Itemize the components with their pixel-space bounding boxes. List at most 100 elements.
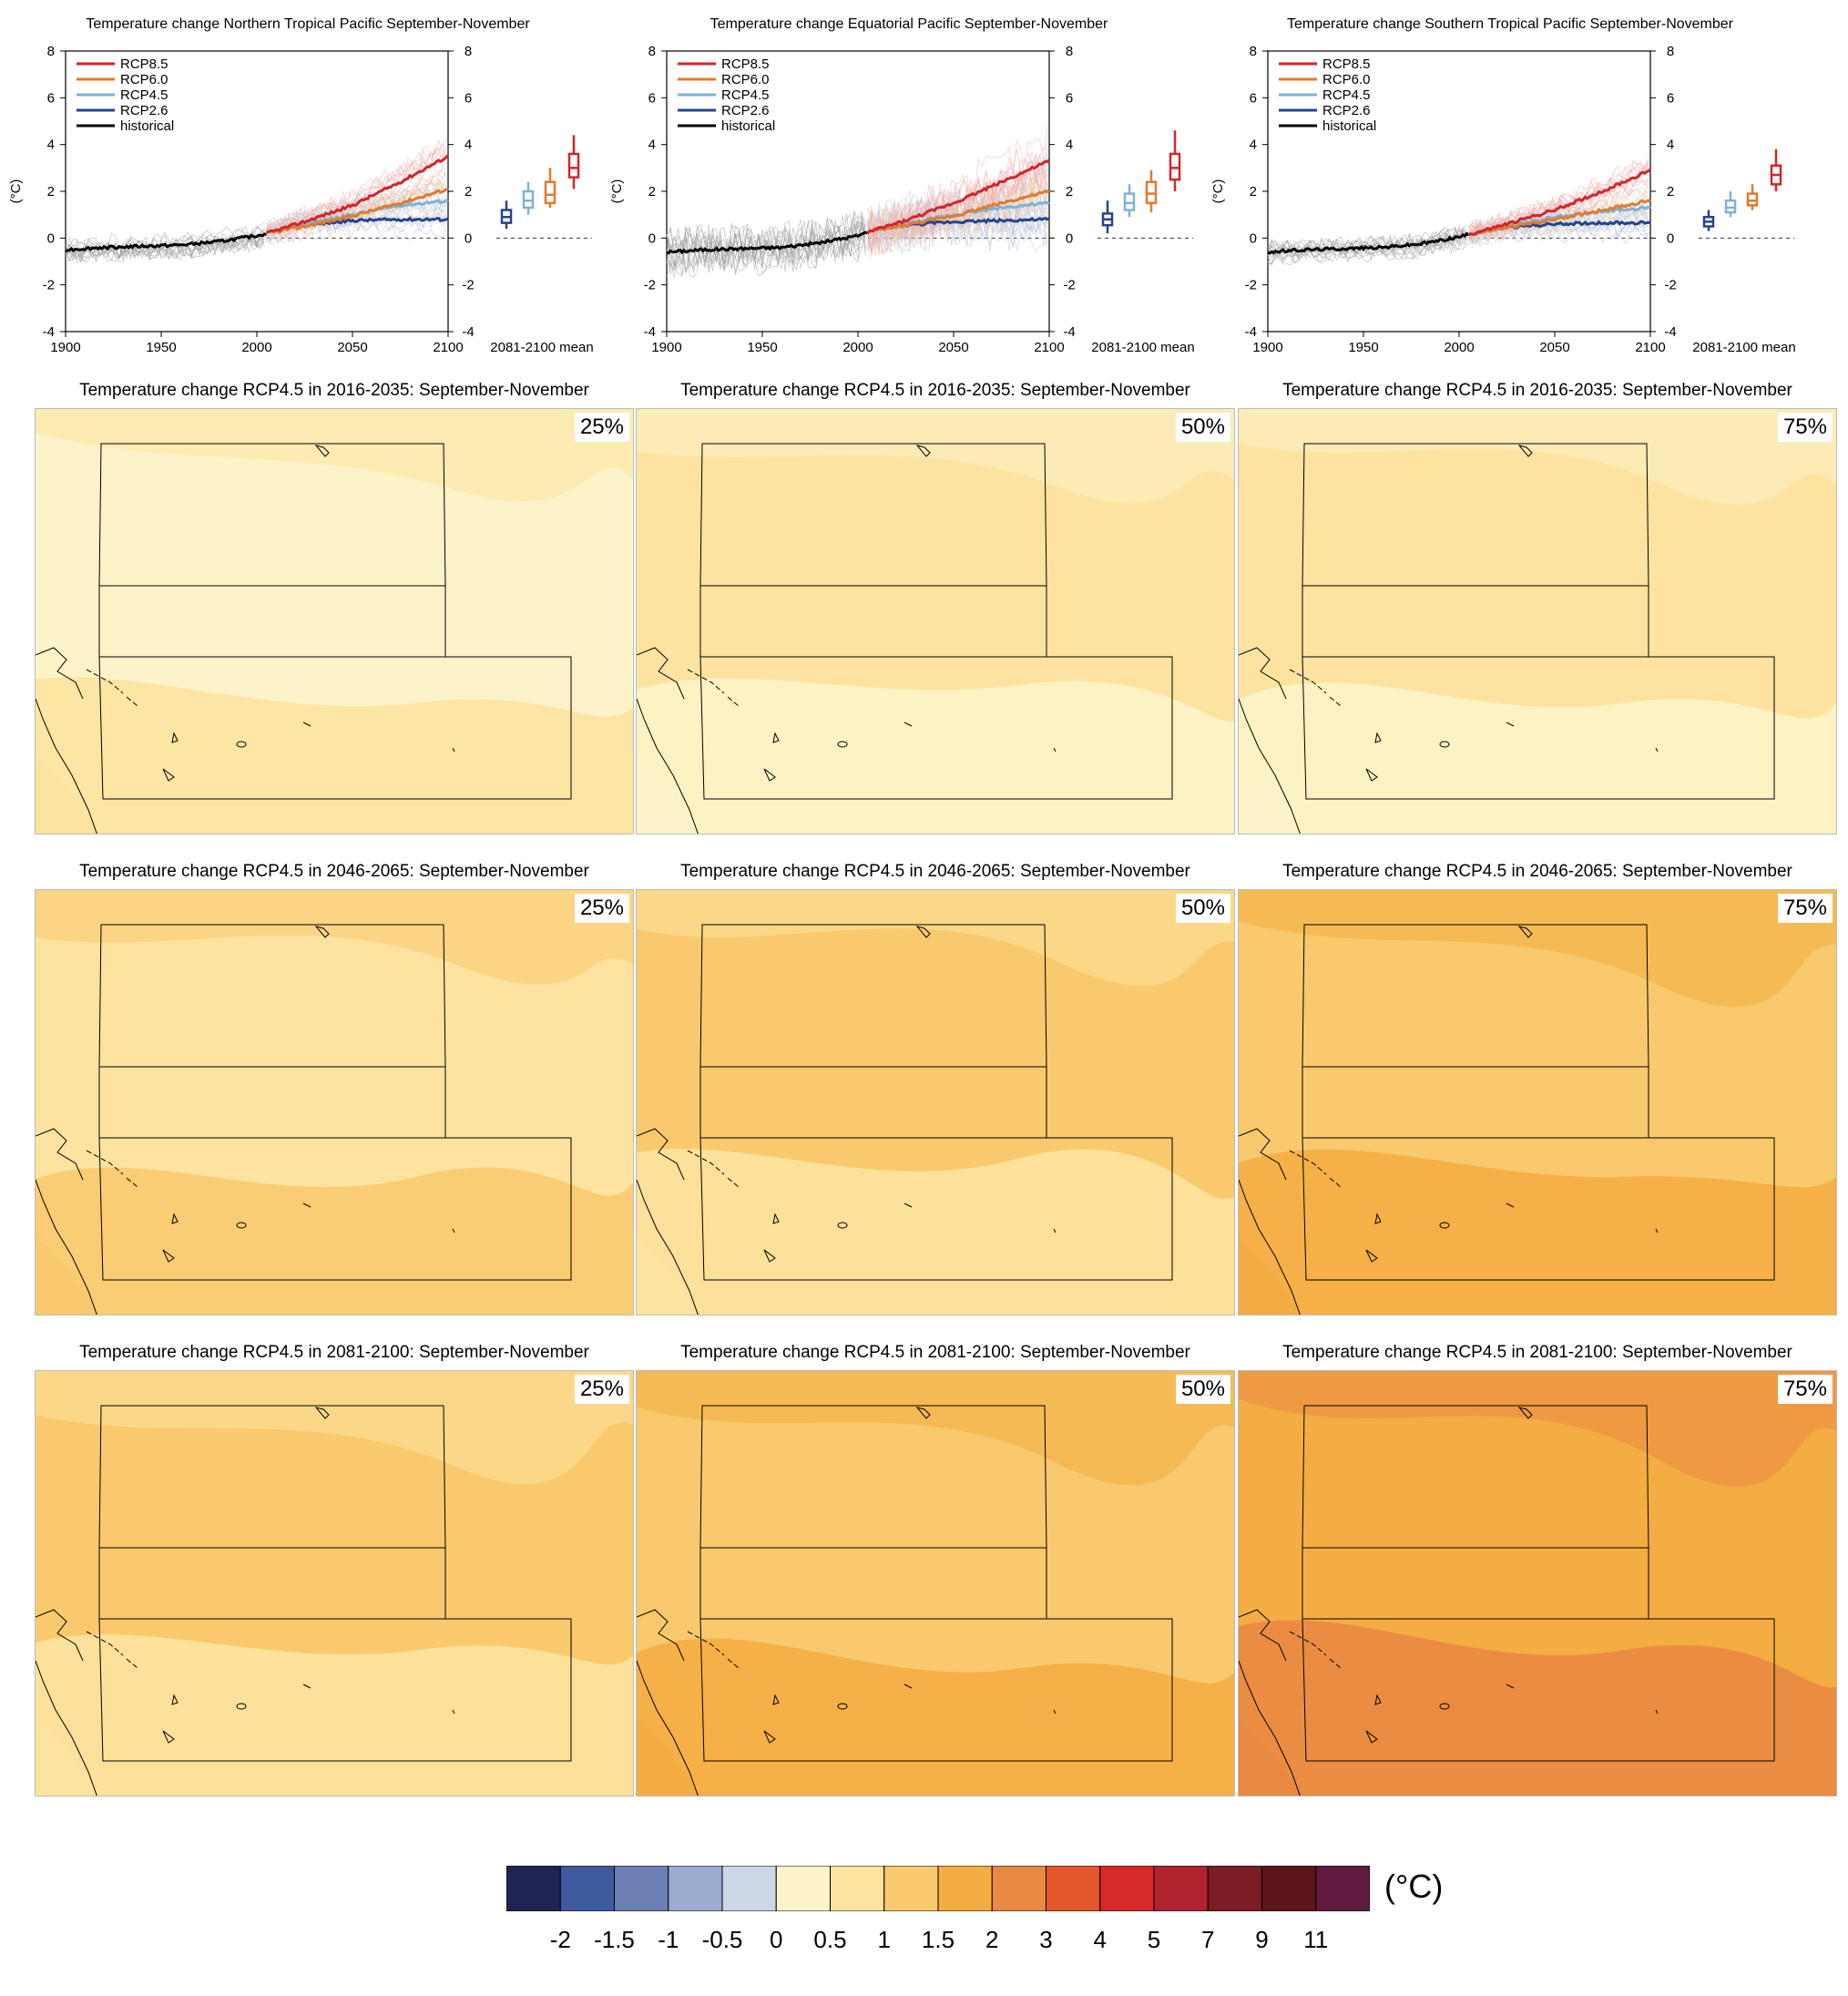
map-field: 25% <box>35 889 634 1315</box>
island <box>314 1407 330 1419</box>
island <box>452 747 455 752</box>
island <box>314 926 330 938</box>
series-line-rcp60 <box>866 189 1050 235</box>
colorbar-swatch <box>1153 1866 1209 1911</box>
map-title: Temperature change RCP4.5 in 2046-2065: … <box>79 862 589 881</box>
map-title: Temperature change RCP4.5 in 2016-2035: … <box>680 381 1190 400</box>
map-field: 50% <box>636 1370 1235 1796</box>
y-tick-label: -4 <box>43 324 55 340</box>
contour-region <box>36 1236 98 1315</box>
colorbar-swatch <box>721 1866 777 1911</box>
legend-label: RCP6.0 <box>120 72 168 87</box>
colorbar-tick-label: 3 <box>1039 1926 1053 1953</box>
island <box>1506 722 1515 727</box>
island-chain <box>687 1631 740 1669</box>
map-field: 75% <box>1238 1370 1837 1796</box>
map-panel: Temperature change RCP4.5 in 2081-2100: … <box>35 1343 634 1796</box>
island <box>452 1228 455 1233</box>
legend-label: historical <box>1322 118 1376 134</box>
map-svg <box>36 409 633 834</box>
y-tick-label-right: 0 <box>1667 230 1674 246</box>
y-tick-label-right: -4 <box>1664 324 1676 340</box>
boxplot-box <box>1746 192 1759 207</box>
colorbar-tick-label: -1 <box>658 1926 679 1953</box>
island <box>1439 1222 1450 1229</box>
legend-label: RCP2.6 <box>1322 103 1371 118</box>
ensemble-member-line <box>666 220 866 271</box>
legend-label: RCP4.5 <box>721 87 770 103</box>
x-tick-label: 2000 <box>1444 340 1474 355</box>
contour-region <box>36 1717 98 1796</box>
region-box-equatorial <box>1302 585 1649 658</box>
y-tick-label-right: 2 <box>465 184 472 200</box>
x-tick-label: 1900 <box>1252 340 1282 355</box>
legend-label: RCP6.0 <box>721 72 770 87</box>
boxplot-box <box>1123 192 1136 211</box>
chart-title: Temperature change Northern Tropical Pac… <box>86 16 530 32</box>
region-box-south <box>1302 656 1775 800</box>
island <box>1517 926 1533 938</box>
island <box>763 1730 776 1744</box>
boxplot-label: 2081-2100 mean <box>1091 340 1194 355</box>
map-svg <box>36 1371 633 1796</box>
region-box-south <box>1302 1137 1775 1281</box>
ensemble-member-line <box>867 173 1048 241</box>
ensemble-member-line <box>1267 226 1467 257</box>
y-tick-label: 6 <box>47 90 55 106</box>
y-tick-label: 6 <box>1250 90 1257 106</box>
colorbar-swatch <box>1261 1866 1317 1911</box>
map-panel: Temperature change RCP4.5 in 2046-2065: … <box>1238 862 1837 1315</box>
island-chain <box>687 669 740 707</box>
island <box>837 741 848 748</box>
y-tick-label: 0 <box>648 230 656 246</box>
map-field: 50% <box>636 889 1235 1315</box>
island <box>915 445 931 457</box>
y-tick-label: 8 <box>47 44 55 59</box>
ensemble-member-line <box>867 199 1048 254</box>
colorbar-swatch <box>1046 1866 1101 1911</box>
map-field: 50% <box>636 408 1235 834</box>
map-svg <box>637 1371 1234 1796</box>
island <box>171 1213 179 1224</box>
island <box>904 722 913 727</box>
colorbar-swatch <box>775 1866 831 1911</box>
colorbar-tick-label: 11 <box>1303 1926 1329 1953</box>
colorbar-tick-label: 9 <box>1255 1926 1269 1953</box>
contour-region <box>36 1634 633 1796</box>
map-svg <box>1239 1371 1836 1796</box>
contour-region <box>637 1149 1234 1315</box>
series-line-rcp85 <box>266 154 450 234</box>
legend-label: historical <box>721 118 775 134</box>
colorbar-swatch <box>1207 1866 1262 1911</box>
colorbar-tick-label: 1 <box>877 1926 891 1953</box>
contour-region <box>1239 1717 1302 1796</box>
island <box>1439 741 1450 748</box>
colorbar-swatch <box>883 1866 939 1911</box>
contour-region <box>36 1371 633 1484</box>
map-field: 75% <box>1238 408 1837 834</box>
region-box-south <box>98 1618 572 1762</box>
island <box>837 1703 848 1710</box>
region-box-equatorial <box>98 1547 446 1620</box>
contour-region <box>1239 755 1302 834</box>
legend-label: RCP6.0 <box>1322 72 1371 87</box>
y-tick-label-right: 6 <box>1066 90 1073 106</box>
colorbar-swatch <box>1315 1866 1370 1911</box>
y-tick-label-right: 2 <box>1667 184 1674 200</box>
contour-region <box>637 1371 1234 1486</box>
map-svg <box>637 409 1234 834</box>
coastline <box>637 647 699 834</box>
contour-region <box>36 890 633 985</box>
y-tick-label: -2 <box>1245 278 1257 293</box>
y-tick-label-right: -2 <box>1664 278 1676 293</box>
percentile-label: 75% <box>1777 413 1833 442</box>
region-box-south <box>98 656 572 800</box>
island <box>1506 1203 1515 1208</box>
map-svg <box>1239 890 1836 1315</box>
x-tick-label: 2050 <box>337 340 367 355</box>
ensemble-member-line <box>266 149 447 235</box>
y-tick-label-right: 6 <box>1667 90 1674 106</box>
x-tick-label: 1900 <box>50 340 80 355</box>
contour-region <box>637 678 1234 834</box>
legend-label: RCP8.5 <box>120 56 168 72</box>
